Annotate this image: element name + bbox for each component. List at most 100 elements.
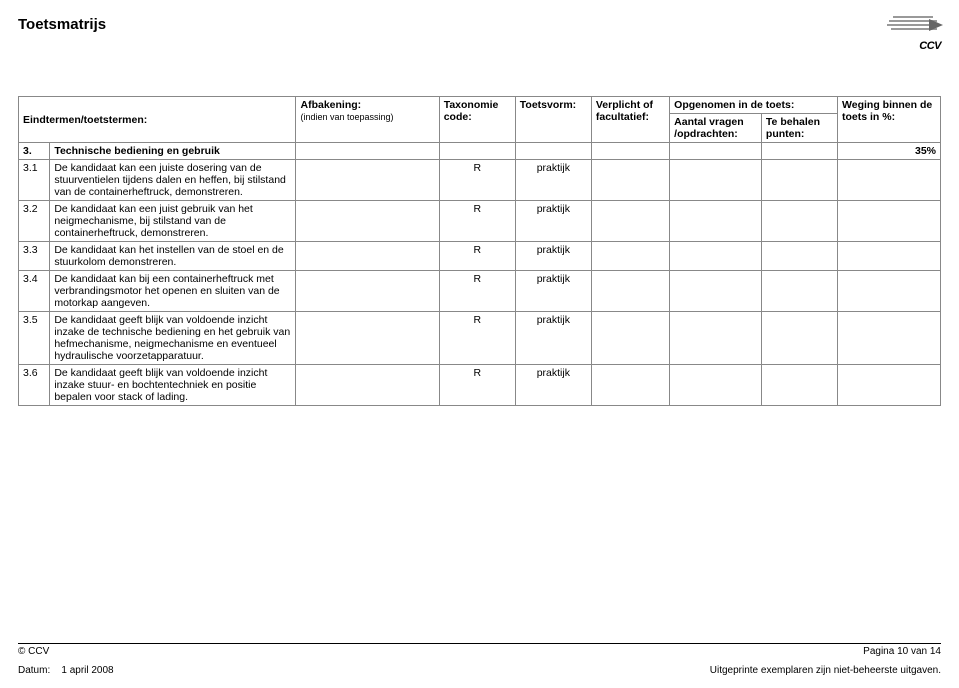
- header-afbakening-label: Afbakening:: [300, 99, 361, 111]
- row-teb: [761, 201, 837, 242]
- section-num: 3.: [19, 143, 50, 160]
- header-tebehalen: Te behalen punten:: [761, 114, 837, 143]
- footer-top-row: © CCV Pagina 10 van 14: [18, 643, 941, 657]
- row-afbak: [296, 160, 439, 201]
- row-weg: [838, 312, 941, 365]
- row-teb: [761, 160, 837, 201]
- table-row: 3.6De kandidaat geeft blijk van voldoend…: [19, 365, 941, 406]
- row-afbak: [296, 201, 439, 242]
- row-desc: De kandidaat kan een juiste dosering van…: [50, 160, 296, 201]
- row-tax: R: [439, 365, 515, 406]
- row-desc: De kandidaat kan het instellen van de st…: [50, 242, 296, 271]
- row-desc: De kandidaat kan bij een containerheftru…: [50, 271, 296, 312]
- page-footer: © CCV Pagina 10 van 14 Datum: 1 april 20…: [18, 643, 941, 676]
- header-verplicht: Verplicht of facultatief:: [591, 97, 669, 143]
- footer-date-value: 1 april 2008: [61, 665, 113, 676]
- row-weg: [838, 201, 941, 242]
- row-aant: [670, 160, 762, 201]
- footer-copyright: © CCV: [18, 646, 49, 657]
- section-row: 3. Technische bediening en gebruik 35%: [19, 143, 941, 160]
- row-aant: [670, 271, 762, 312]
- row-afbak: [296, 365, 439, 406]
- header-toetsvorm-label: Toetsvorm:: [520, 99, 576, 111]
- row-toetsvorm: praktijk: [515, 365, 591, 406]
- row-tax: R: [439, 271, 515, 312]
- arrow-icon: [929, 19, 943, 31]
- row-aant: [670, 312, 762, 365]
- footer-disclaimer: Uitgeprinte exemplaren zijn niet-beheers…: [710, 665, 941, 676]
- header-aantal: Aantal vragen /opdrachten:: [670, 114, 762, 143]
- row-afbak: [296, 271, 439, 312]
- header-taxonomie-label: Taxonomie code:: [444, 99, 499, 123]
- logo-text: CCV: [919, 40, 941, 52]
- row-num: 3.3: [19, 242, 50, 271]
- table-row: 3.1De kandidaat kan een juiste dosering …: [19, 160, 941, 201]
- row-verpl: [591, 271, 669, 312]
- row-aant: [670, 365, 762, 406]
- header-weging-label: Weging binnen de toets in %:: [842, 99, 932, 123]
- row-afbak: [296, 242, 439, 271]
- row-weg: [838, 365, 941, 406]
- header-verplicht-label: Verplicht of facultatief:: [596, 99, 653, 123]
- row-verpl: [591, 312, 669, 365]
- header-afbakening-sub: (indien van toepassing): [300, 112, 393, 122]
- toetsmatrijs-table: Eindtermen/toetstermen: Afbakening: (ind…: [18, 96, 941, 406]
- row-num: 3.6: [19, 365, 50, 406]
- section-tax: [439, 143, 515, 160]
- row-verpl: [591, 160, 669, 201]
- section-title: Technische bediening en gebruik: [50, 143, 296, 160]
- header-eindtermen: Eindtermen/toetstermen:: [19, 97, 296, 143]
- table-header: Eindtermen/toetstermen: Afbakening: (ind…: [19, 97, 941, 143]
- section-teb: [761, 143, 837, 160]
- table-row: 3.2De kandidaat kan een juist gebruik va…: [19, 201, 941, 242]
- table-row: 3.3De kandidaat kan het instellen van de…: [19, 242, 941, 271]
- section-verpl: [591, 143, 669, 160]
- table-row: 3.4De kandidaat kan bij een containerhef…: [19, 271, 941, 312]
- row-aant: [670, 242, 762, 271]
- header-afbakening: Afbakening: (indien van toepassing): [296, 97, 439, 143]
- row-num: 3.4: [19, 271, 50, 312]
- header-taxonomie: Taxonomie code:: [439, 97, 515, 143]
- header-toetsvorm: Toetsvorm:: [515, 97, 591, 143]
- row-desc: De kandidaat geeft blijk van voldoende i…: [50, 365, 296, 406]
- row-toetsvorm: praktijk: [515, 201, 591, 242]
- footer-date-label: Datum:: [18, 665, 50, 676]
- row-tax: R: [439, 201, 515, 242]
- document-title: Toetsmatrijs: [18, 16, 106, 33]
- row-teb: [761, 365, 837, 406]
- footer-bottom-row: Datum: 1 april 2008 Uitgeprinte exemplar…: [18, 665, 941, 676]
- footer-date: Datum: 1 april 2008: [18, 665, 114, 676]
- section-afbak: [296, 143, 439, 160]
- header-weging: Weging binnen de toets in %:: [838, 97, 941, 143]
- row-desc: De kandidaat kan een juist gebruik van h…: [50, 201, 296, 242]
- row-num: 3.2: [19, 201, 50, 242]
- table-row: 3.5De kandidaat geeft blijk van voldoend…: [19, 312, 941, 365]
- section-toetsv: [515, 143, 591, 160]
- header-tebehalen-label: Te behalen punten:: [766, 116, 820, 140]
- row-weg: [838, 242, 941, 271]
- row-desc: De kandidaat geeft blijk van voldoende i…: [50, 312, 296, 365]
- page-header: Toetsmatrijs CCV: [18, 16, 941, 50]
- section-aant: [670, 143, 762, 160]
- row-toetsvorm: praktijk: [515, 242, 591, 271]
- row-toetsvorm: praktijk: [515, 160, 591, 201]
- row-toetsvorm: praktijk: [515, 312, 591, 365]
- row-aant: [670, 201, 762, 242]
- page: Toetsmatrijs CCV Eindtermen/toetstermen:: [0, 0, 959, 688]
- section-weight: 35%: [838, 143, 941, 160]
- table-body: 3. Technische bediening en gebruik 35% 3…: [19, 143, 941, 406]
- header-opgenomen: Opgenomen in de toets:: [670, 97, 838, 114]
- footer-page-number: Pagina 10 van 14: [863, 646, 941, 657]
- row-teb: [761, 271, 837, 312]
- row-afbak: [296, 312, 439, 365]
- row-teb: [761, 312, 837, 365]
- row-tax: R: [439, 312, 515, 365]
- row-tax: R: [439, 242, 515, 271]
- row-toetsvorm: praktijk: [515, 271, 591, 312]
- row-verpl: [591, 242, 669, 271]
- header-eindtermen-label: Eindtermen/toetstermen:: [23, 114, 147, 126]
- header-aantal-label: Aantal vragen /opdrachten:: [674, 116, 743, 140]
- row-teb: [761, 242, 837, 271]
- logo-bars: [887, 16, 941, 34]
- row-weg: [838, 160, 941, 201]
